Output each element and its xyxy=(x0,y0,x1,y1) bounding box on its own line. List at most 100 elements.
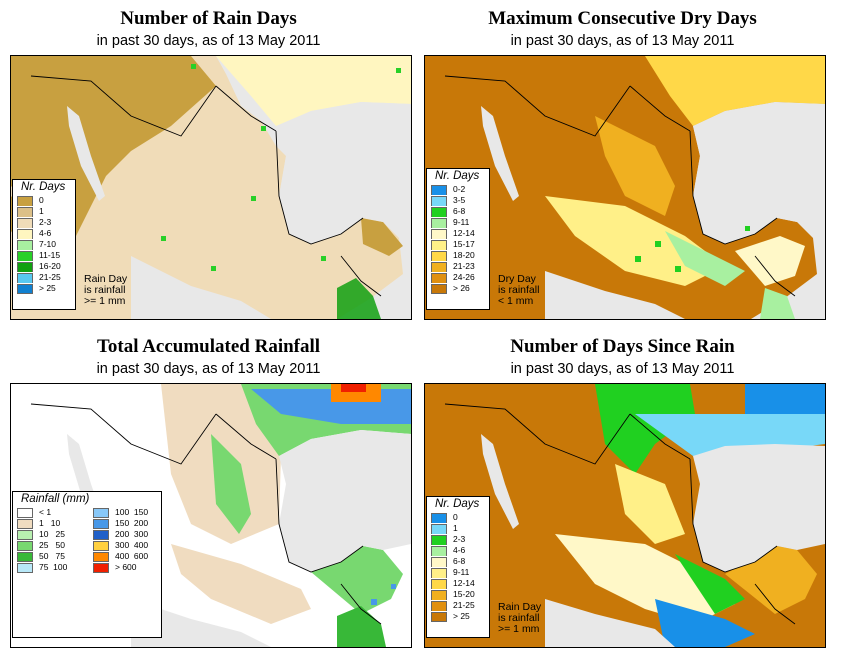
legend-entry: 75 100 xyxy=(13,562,89,573)
legend-entry: 18-20 xyxy=(427,250,489,261)
panel-subtitle: in past 30 days, as of 13 May 2011 xyxy=(96,361,321,377)
panel-total-rainfall: Total Accumulated Rainfall in past 30 da… xyxy=(6,336,412,648)
note-line: is rainfall xyxy=(498,612,540,624)
legend-entry: 4-6 xyxy=(427,545,489,556)
legend-swatch xyxy=(431,567,447,578)
legend-entry: 12-14 xyxy=(427,228,489,239)
legend-swatch xyxy=(17,228,33,239)
map-days-since-rain xyxy=(424,383,826,648)
legend-entry: 4-6 xyxy=(13,228,75,239)
legend-label: 6-8 xyxy=(453,206,466,216)
legend-entry: 10 25 xyxy=(13,529,89,540)
panel-days-since-rain: Number of Days Since Rain in past 30 day… xyxy=(420,336,826,648)
legend-swatch xyxy=(17,239,33,250)
legend-entry: 1 xyxy=(427,523,489,534)
legend: Rainfall (mm) < 1 100 150 1 10 150 200 10 25… xyxy=(12,491,162,638)
legend-label: 1 xyxy=(453,523,458,533)
legend-entry: 24-26 xyxy=(427,272,489,283)
legend-label: 18-20 xyxy=(453,250,475,260)
legend-label: 0 xyxy=(453,512,458,522)
legend-swatch xyxy=(17,540,33,551)
legend-label: > 25 xyxy=(39,283,56,293)
legend-entry: 15-20 xyxy=(427,589,489,600)
legend-entry: 7-10 xyxy=(13,239,75,250)
legend-swatch xyxy=(431,283,447,294)
legend-entry: > 26 xyxy=(427,283,489,294)
legend-label: 6-8 xyxy=(453,556,466,566)
legend-entry: 0 xyxy=(427,512,489,523)
legend-entry: 11-15 xyxy=(13,250,75,261)
legend: Nr. Days 0 1 2-3 4-6 6-8 9-11 12-14 15-20 21-25 >… xyxy=(426,496,490,638)
map-note: Rain Day is rainfall >= 1 mm xyxy=(498,602,541,635)
legend-entry: 300 400 xyxy=(89,540,159,551)
legend-entry: 21-25 xyxy=(13,272,75,283)
legend-label: 0 xyxy=(39,195,44,205)
legend-swatch xyxy=(17,562,33,573)
legend-label: 3-5 xyxy=(453,195,466,205)
legend-entry: 1 xyxy=(13,206,75,217)
legend-swatch xyxy=(431,578,447,589)
legend-label: 21-25 xyxy=(453,600,475,610)
legend-entry: 1 10 xyxy=(13,518,89,529)
map-note: Rain Day is rainfall >= 1 mm xyxy=(84,274,127,307)
map-rain-days xyxy=(10,55,412,320)
legend-swatch xyxy=(431,556,447,567)
legend-entry: 25 50 xyxy=(13,540,89,551)
legend-swatch xyxy=(431,239,447,250)
legend-label: 10 25 xyxy=(39,529,65,539)
legend-swatch xyxy=(431,611,447,622)
legend-entry: 6-8 xyxy=(427,206,489,217)
legend-entry: 200 300 xyxy=(89,529,159,540)
legend-label: 200 300 xyxy=(115,529,149,539)
legend-swatch xyxy=(93,562,109,573)
legend-swatch xyxy=(431,250,447,261)
legend-label: > 26 xyxy=(453,283,470,293)
legend-label: 2-3 xyxy=(453,534,466,544)
legend-entry: 100 150 xyxy=(89,507,159,518)
legend-label: 15-17 xyxy=(453,239,475,249)
legend-entry: 15-17 xyxy=(427,239,489,250)
legend-swatch xyxy=(431,589,447,600)
note-line: >= 1 mm xyxy=(84,295,126,307)
legend: Nr. Days 0 1 2-3 4-6 7-10 11-15 16-20 21-25 > 25 xyxy=(12,179,76,310)
panel-title: Number of Rain Days xyxy=(120,8,297,29)
panel-subtitle: in past 30 days, as of 13 May 2011 xyxy=(510,361,735,377)
legend-entry: 2-3 xyxy=(427,534,489,545)
legend-swatch xyxy=(431,600,447,611)
legend-label: 9-11 xyxy=(453,217,470,227)
legend-swatch xyxy=(93,518,109,529)
legend-label: 12-14 xyxy=(453,228,475,238)
legend-entry: 50 75 xyxy=(13,551,89,562)
legend-entry: 400 600 xyxy=(89,551,159,562)
legend-swatch xyxy=(431,195,447,206)
note-line: < 1 mm xyxy=(498,295,534,307)
legend-swatch xyxy=(17,195,33,206)
legend-swatch xyxy=(431,217,447,228)
map-note: Dry Day is rainfall < 1 mm xyxy=(498,274,539,307)
legend-label: 11-15 xyxy=(39,250,61,260)
note-line: Rain Day xyxy=(84,273,128,285)
note-line: Dry Day xyxy=(498,273,536,285)
legend-title: Nr. Days xyxy=(435,498,480,510)
legend-swatch xyxy=(431,261,447,272)
panel-title: Maximum Consecutive Dry Days xyxy=(488,8,757,29)
legend-label: 4-6 xyxy=(453,545,466,555)
panel-rain-days: Number of Rain Days in past 30 days, as … xyxy=(6,8,412,320)
legend-label: > 600 xyxy=(115,562,137,572)
panel-max-dry-days: Maximum Consecutive Dry Days in past 30 … xyxy=(420,8,826,320)
legend-entry: 150 200 xyxy=(89,518,159,529)
legend-entry: 9-11 xyxy=(427,217,489,228)
legend-swatch xyxy=(17,272,33,283)
legend-entry: > 25 xyxy=(13,283,75,294)
legend-label: 0-2 xyxy=(453,184,466,194)
legend-swatch xyxy=(431,512,447,523)
panel-title: Number of Days Since Rain xyxy=(510,336,735,357)
legend-label: 50 75 xyxy=(39,551,65,561)
legend-entry: 21-23 xyxy=(427,261,489,272)
legend-entry: 12-14 xyxy=(427,578,489,589)
legend-swatch xyxy=(431,228,447,239)
legend-entry: 0-2 xyxy=(427,184,489,195)
legend-label: 15-20 xyxy=(453,589,475,599)
legend-label: > 25 xyxy=(453,611,470,621)
legend-label: 300 400 xyxy=(115,540,149,550)
